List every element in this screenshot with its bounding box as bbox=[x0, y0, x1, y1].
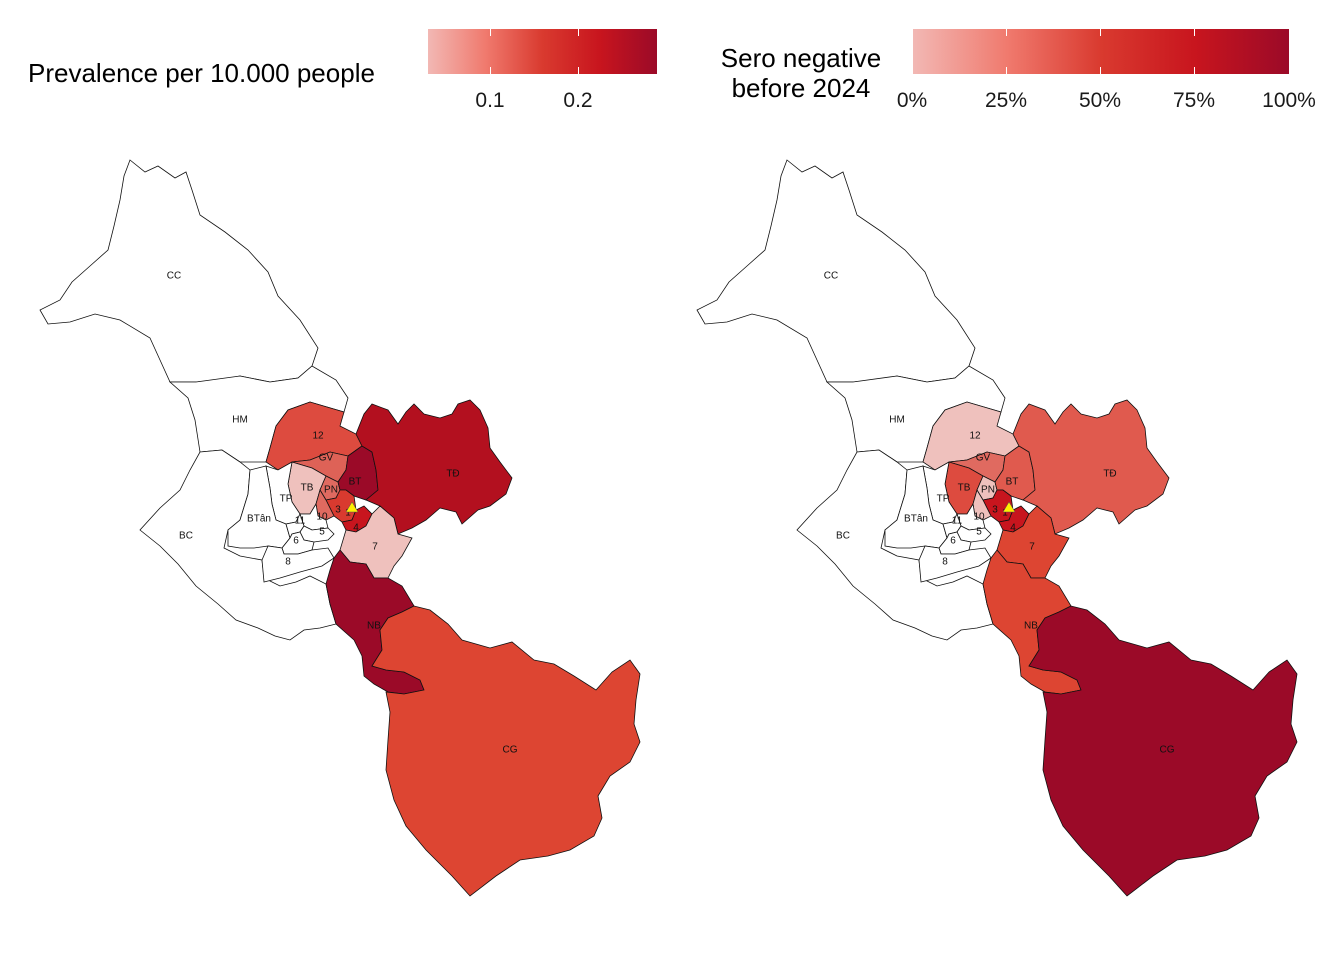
right-legend-tick-label: 100% bbox=[1262, 89, 1316, 112]
right-legend-tick-label: 25% bbox=[984, 89, 1028, 112]
right-tick-mark bbox=[1006, 29, 1007, 36]
left-map: CC HM BC 12 GV TB TP BTân PN BT TĐ 13 4 10 11 5 68 7 NB CG bbox=[39, 159, 641, 897]
right-tick-mark bbox=[912, 29, 913, 36]
right-tick-mark bbox=[1289, 67, 1290, 74]
right-map: CC HM BC 12 GV TB TP BTân PN BT TĐ 13 4 10 11 5 68 7 NB CG bbox=[696, 159, 1298, 897]
right-district-label-TD: TĐ bbox=[1103, 469, 1116, 480]
right-district-label-PN: PN bbox=[981, 485, 995, 496]
right-district-label-CC: CC bbox=[824, 271, 838, 282]
left-legend-title: Prevalence per 10.000 people bbox=[28, 58, 375, 88]
left-district-label-TD: TĐ bbox=[446, 469, 459, 480]
left-district-label-PN: PN bbox=[324, 485, 338, 496]
left-district-label-n4: 4 bbox=[353, 523, 359, 534]
right-legend-title-line2: before 2024 bbox=[731, 73, 871, 103]
left-district-label-n8: 8 bbox=[285, 557, 291, 568]
right-tick-mark bbox=[912, 67, 913, 74]
left-district-n1 bbox=[325, 489, 357, 523]
right-legend-tick-label: 50% bbox=[1078, 89, 1122, 112]
left-tick-mark bbox=[490, 67, 491, 74]
right-district-label-GV: GV bbox=[976, 453, 991, 464]
right-district-label-n11: 11 bbox=[952, 516, 963, 527]
left-legend-tick-label: 0.2 bbox=[563, 89, 593, 112]
right-district-label-BC: BC bbox=[836, 531, 850, 542]
left-district-label-BT: BT bbox=[349, 477, 362, 488]
left-district-label-n7: 7 bbox=[372, 542, 378, 553]
left-district-label-n10: 10 bbox=[316, 512, 328, 523]
right-district-label-TP: TP bbox=[937, 494, 950, 505]
left-tick-mark bbox=[578, 29, 579, 36]
left-district-label-TP: TP bbox=[280, 494, 293, 505]
right-district-label-BT: BT bbox=[1006, 477, 1019, 488]
left-district-label-n11: 11 bbox=[295, 516, 306, 527]
right-legend-title: Sero negative before 2024 bbox=[712, 43, 890, 103]
left-district-label-n12: 12 bbox=[312, 431, 324, 442]
right-district-label-n6: 6 bbox=[950, 536, 956, 547]
right-tick-mark bbox=[1289, 29, 1290, 36]
right-district-label-NB: NB bbox=[1024, 621, 1038, 632]
left-district-label-BC: BC bbox=[179, 531, 193, 542]
left-tick-mark bbox=[578, 67, 579, 74]
left-district-label-CG: CG bbox=[503, 745, 518, 756]
right-marker-triangle-icon bbox=[1002, 501, 1016, 513]
left-district-label-CC: CC bbox=[167, 271, 181, 282]
right-district-label-n7: 7 bbox=[1029, 542, 1035, 553]
right-district-label-n5: 5 bbox=[976, 527, 982, 538]
right-district-n8 bbox=[918, 545, 992, 583]
right-tick-mark bbox=[1194, 29, 1195, 36]
left-district-n8 bbox=[261, 545, 335, 583]
right-tick-mark bbox=[1100, 29, 1101, 36]
right-tick-mark bbox=[1006, 67, 1007, 74]
left-legend-colorbar bbox=[428, 29, 657, 74]
right-district-label-BTan: BTân bbox=[904, 514, 928, 525]
left-district-label-HM: HM bbox=[232, 415, 248, 426]
right-district-label-TB: TB bbox=[958, 483, 971, 494]
right-legend-title-line1: Sero negative bbox=[720, 43, 882, 73]
left-district-label-n5: 5 bbox=[319, 527, 325, 538]
left-district-label-BTan: BTân bbox=[247, 514, 271, 525]
right-legend-tick-label: 0% bbox=[896, 89, 928, 112]
right-district-label-n8: 8 bbox=[942, 557, 948, 568]
left-district-label-n3: 3 bbox=[335, 505, 341, 516]
left-district-label-TB: TB bbox=[301, 483, 314, 494]
right-district-label-HM: HM bbox=[889, 415, 905, 426]
left-district-CG bbox=[371, 605, 641, 897]
right-tick-mark bbox=[1100, 67, 1101, 74]
left-tick-mark bbox=[490, 29, 491, 36]
right-district-label-n10: 10 bbox=[973, 512, 985, 523]
right-district-n1 bbox=[982, 489, 1014, 523]
right-district-label-CG: CG bbox=[1160, 745, 1175, 756]
left-district-label-NB: NB bbox=[367, 621, 381, 632]
left-marker-triangle-icon bbox=[345, 501, 359, 513]
right-district-label-n4: 4 bbox=[1010, 523, 1016, 534]
left-district-label-n6: 6 bbox=[293, 536, 299, 547]
right-district-label-n12: 12 bbox=[969, 431, 981, 442]
left-district-label-n1: 1 bbox=[345, 508, 351, 519]
left-district-label-GV: GV bbox=[319, 453, 334, 464]
right-district-label-n3: 3 bbox=[992, 505, 998, 516]
right-legend-tick-label: 75% bbox=[1172, 89, 1216, 112]
right-tick-mark bbox=[1194, 67, 1195, 74]
right-legend-colorbar bbox=[913, 29, 1289, 74]
left-legend-tick-label: 0.1 bbox=[475, 89, 505, 112]
right-district-label-n1: 1 bbox=[1002, 508, 1008, 519]
right-district-CG bbox=[1028, 605, 1298, 897]
